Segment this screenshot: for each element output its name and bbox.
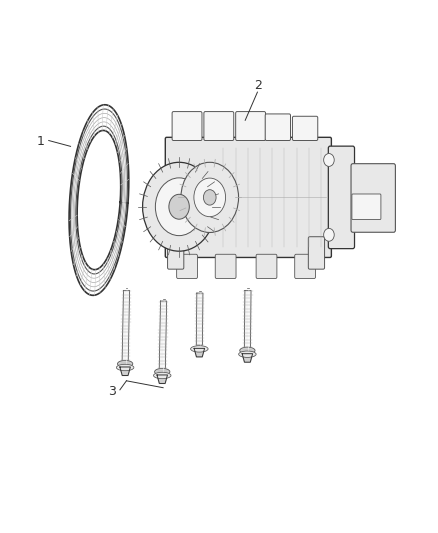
- Polygon shape: [74, 112, 124, 288]
- Circle shape: [155, 178, 203, 236]
- Circle shape: [324, 154, 334, 166]
- Ellipse shape: [191, 346, 208, 352]
- Polygon shape: [194, 349, 205, 357]
- FancyBboxPatch shape: [308, 237, 325, 269]
- Text: 1: 1: [37, 135, 45, 148]
- Circle shape: [324, 228, 334, 241]
- Ellipse shape: [155, 368, 170, 375]
- FancyBboxPatch shape: [168, 237, 184, 269]
- FancyBboxPatch shape: [177, 254, 198, 279]
- FancyBboxPatch shape: [293, 116, 318, 141]
- FancyBboxPatch shape: [352, 194, 381, 220]
- Circle shape: [181, 163, 239, 232]
- Polygon shape: [120, 367, 131, 375]
- Ellipse shape: [117, 365, 134, 370]
- FancyBboxPatch shape: [265, 114, 290, 141]
- Polygon shape: [196, 293, 203, 345]
- Circle shape: [194, 178, 226, 217]
- Circle shape: [169, 195, 189, 219]
- Ellipse shape: [117, 360, 133, 367]
- Polygon shape: [122, 290, 130, 364]
- FancyBboxPatch shape: [204, 111, 234, 141]
- Text: 2: 2: [254, 79, 262, 92]
- Polygon shape: [242, 354, 253, 362]
- Ellipse shape: [240, 347, 255, 354]
- Circle shape: [203, 190, 216, 205]
- Polygon shape: [157, 375, 167, 383]
- Circle shape: [143, 163, 215, 251]
- FancyBboxPatch shape: [165, 138, 332, 257]
- Polygon shape: [159, 301, 166, 372]
- Ellipse shape: [239, 351, 256, 358]
- FancyBboxPatch shape: [236, 111, 265, 141]
- Polygon shape: [244, 290, 251, 351]
- FancyBboxPatch shape: [295, 254, 315, 279]
- FancyBboxPatch shape: [215, 254, 236, 279]
- FancyBboxPatch shape: [351, 164, 396, 232]
- FancyBboxPatch shape: [172, 111, 202, 141]
- Ellipse shape: [153, 372, 171, 378]
- FancyBboxPatch shape: [328, 146, 354, 248]
- FancyBboxPatch shape: [256, 254, 277, 279]
- Text: 3: 3: [108, 385, 116, 398]
